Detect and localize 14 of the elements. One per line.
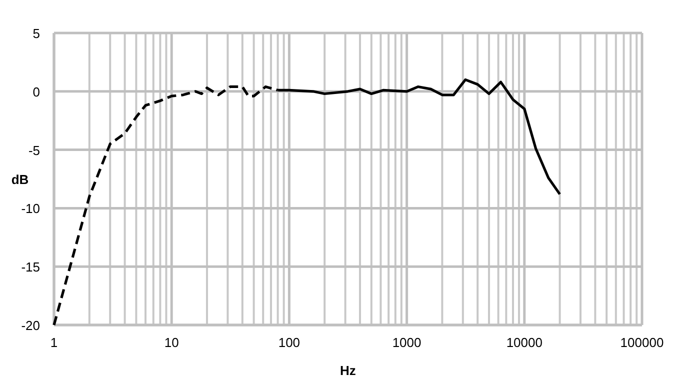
y-tick-label: -5 [28, 142, 40, 158]
x-tick-label: 100 [278, 335, 300, 350]
x-tick-label: 10000 [506, 335, 542, 350]
y-tick-label: -10 [21, 201, 40, 216]
y-tick-label: 0 [32, 84, 40, 100]
y-tick-label: 5 [32, 26, 40, 41]
x-axis-title: Hz [340, 363, 356, 378]
x-tick-label: 10 [164, 335, 179, 350]
x-tick-label: 1000 [392, 335, 422, 350]
y-tick-label: -15 [21, 260, 40, 275]
y-tick-label: -20 [21, 318, 40, 333]
y-axis-title: dB [11, 172, 29, 187]
x-tick-label: 100000 [620, 335, 664, 350]
x-tick-label: 1 [50, 335, 58, 350]
